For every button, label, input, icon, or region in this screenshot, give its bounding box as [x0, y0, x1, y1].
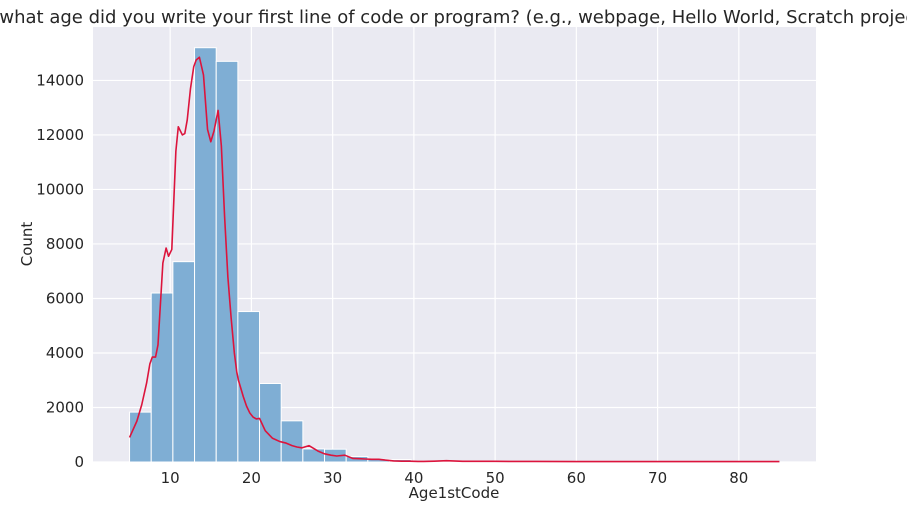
x-tick-labels: 10 20 30 40 50 60 70 80	[161, 469, 749, 487]
y-tick-label: 0	[74, 453, 84, 471]
x-tick-label: 10	[161, 469, 180, 487]
histogram-bar	[302, 448, 326, 463]
x-tick-label: 50	[486, 469, 505, 487]
x-tick-label: 80	[729, 469, 748, 487]
y-tick-label: 8000	[46, 235, 84, 253]
y-tick-label: 10000	[36, 180, 84, 198]
kde-curve	[128, 56, 780, 463]
y-tick-label: 4000	[46, 344, 84, 362]
histogram-bar	[150, 292, 174, 463]
histogram-bars	[129, 47, 780, 463]
histogram-bar	[259, 383, 282, 463]
x-tick-label: 30	[323, 469, 342, 487]
y-tick-labels: 0 2000 4000 6000 8000 10000 12000 14000	[36, 71, 84, 471]
x-tick-label: 40	[404, 469, 423, 487]
x-tick-label: 60	[567, 469, 586, 487]
y-axis-label: Count	[18, 222, 36, 267]
histogram-bar	[280, 420, 304, 463]
histogram-bar	[172, 261, 196, 463]
y-tick-label: 14000	[36, 71, 84, 89]
x-tick-label: 70	[648, 469, 667, 487]
y-tick-label: 12000	[36, 126, 84, 144]
x-axis-label: Age1stCode	[409, 484, 500, 502]
y-tick-label: 6000	[46, 289, 84, 307]
y-tick-label: 2000	[46, 398, 84, 416]
histogram-bar	[129, 411, 152, 463]
chart-title: At what age did you write your first lin…	[0, 7, 907, 28]
x-tick-label: 20	[242, 469, 261, 487]
